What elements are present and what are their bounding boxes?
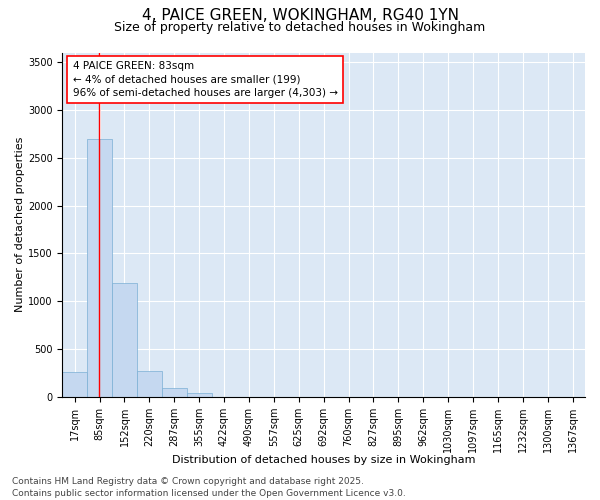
- Bar: [62, 372, 87, 397]
- Bar: [112, 283, 137, 397]
- Bar: [87, 138, 112, 397]
- Bar: [137, 370, 162, 397]
- Bar: [162, 388, 187, 397]
- Text: Contains HM Land Registry data © Crown copyright and database right 2025.
Contai: Contains HM Land Registry data © Crown c…: [12, 476, 406, 498]
- Text: 4 PAICE GREEN: 83sqm
← 4% of detached houses are smaller (199)
96% of semi-detac: 4 PAICE GREEN: 83sqm ← 4% of detached ho…: [73, 61, 338, 98]
- Text: Size of property relative to detached houses in Wokingham: Size of property relative to detached ho…: [115, 21, 485, 34]
- X-axis label: Distribution of detached houses by size in Wokingham: Distribution of detached houses by size …: [172, 455, 475, 465]
- Bar: [187, 393, 212, 397]
- Text: 4, PAICE GREEN, WOKINGHAM, RG40 1YN: 4, PAICE GREEN, WOKINGHAM, RG40 1YN: [142, 8, 458, 22]
- Y-axis label: Number of detached properties: Number of detached properties: [15, 137, 25, 312]
